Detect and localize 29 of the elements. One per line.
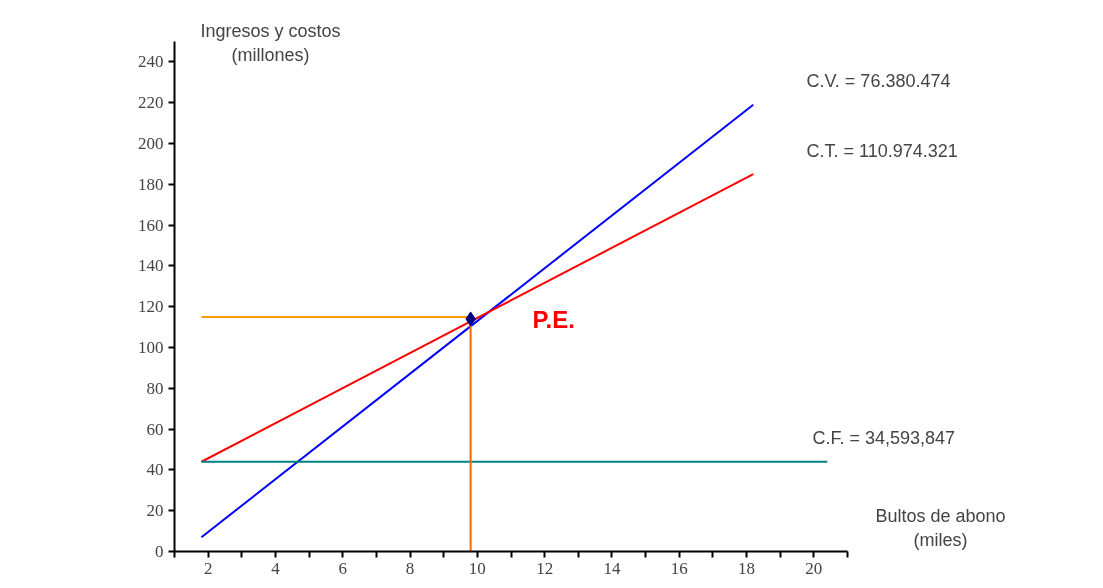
x-tick-label: 2	[203, 558, 213, 578]
x-tick-label: 10	[468, 558, 486, 578]
y-axis-title: Ingresos y costos (millones)	[200, 20, 341, 65]
annotation: C.F. = 34,593,847	[812, 427, 956, 448]
x-tick-label: 16	[670, 558, 688, 578]
x-tick-label: 8	[405, 558, 415, 578]
y-tick-label: 100	[138, 338, 164, 357]
y-tick-label: 160	[138, 215, 164, 235]
x-tick-label: 4	[271, 558, 281, 578]
x-tick-label: 14	[603, 558, 621, 578]
annotation: C.V. = 76.380.474	[806, 70, 951, 91]
y-tick-label: 220	[138, 93, 164, 113]
y-tick-label: 180	[138, 174, 164, 194]
y-tick-label: 120	[138, 297, 164, 317]
annotation: P.E.	[532, 305, 575, 333]
x-axis-title: Bultos de abono (miles)	[875, 505, 1006, 550]
y-tick-label: 200	[138, 134, 164, 153]
y-tick-label: 40	[146, 460, 164, 480]
x-tick-label: 12	[536, 558, 554, 578]
y-tick-label: 240	[138, 52, 164, 72]
x-tick-label: 6	[338, 558, 347, 578]
annotation: C.T. = 110.974.321	[806, 140, 958, 161]
y-tick-label: 80	[146, 378, 164, 398]
x-tick-label: 18	[738, 558, 756, 578]
y-tick-label: 0	[155, 542, 164, 561]
y-tick-label: 60	[146, 419, 164, 439]
y-tick-label: 20	[146, 501, 164, 521]
y-tick-label: 140	[138, 256, 164, 276]
x-tick-label: 20	[805, 558, 823, 578]
